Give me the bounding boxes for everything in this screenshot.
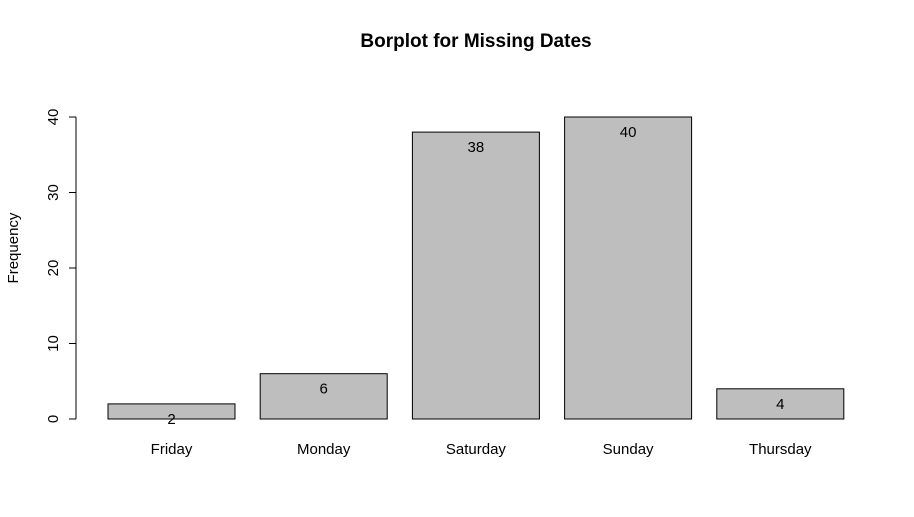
- data-labels: 2 6 38 40 4: [167, 124, 784, 428]
- bar-value-label: 4: [776, 396, 784, 413]
- y-tick-label: 0: [45, 415, 62, 423]
- bar-thursday: [716, 388, 845, 420]
- bars-group: [107, 116, 845, 420]
- y-tick-label: 40: [45, 109, 62, 126]
- x-category-label: Saturday: [446, 441, 507, 458]
- y-tick-label: 30: [45, 184, 62, 201]
- x-category-label: Thursday: [749, 441, 812, 458]
- x-category-label: Friday: [151, 441, 193, 458]
- chart-title: Borplot for Missing Dates: [360, 31, 591, 52]
- bar-value-label: 6: [320, 381, 328, 398]
- x-category-label: Monday: [297, 441, 351, 458]
- y-axis-title: Frequency: [5, 212, 22, 283]
- bar-saturday: [411, 131, 540, 420]
- bar-monday: [259, 373, 388, 420]
- category-labels: Friday Monday Saturday Sunday Thursday: [151, 441, 812, 458]
- x-category-label: Sunday: [603, 441, 654, 458]
- bar-value-label: 2: [167, 411, 175, 428]
- bar-value-label: 38: [468, 139, 485, 156]
- bar-friday: [107, 403, 236, 420]
- y-tick-label: 20: [45, 260, 62, 277]
- y-tick-label: 10: [45, 335, 62, 352]
- bar-value-label: 40: [620, 124, 637, 141]
- y-axis: 0 10 20 30 40: [45, 109, 77, 423]
- bar-sunday: [564, 116, 693, 420]
